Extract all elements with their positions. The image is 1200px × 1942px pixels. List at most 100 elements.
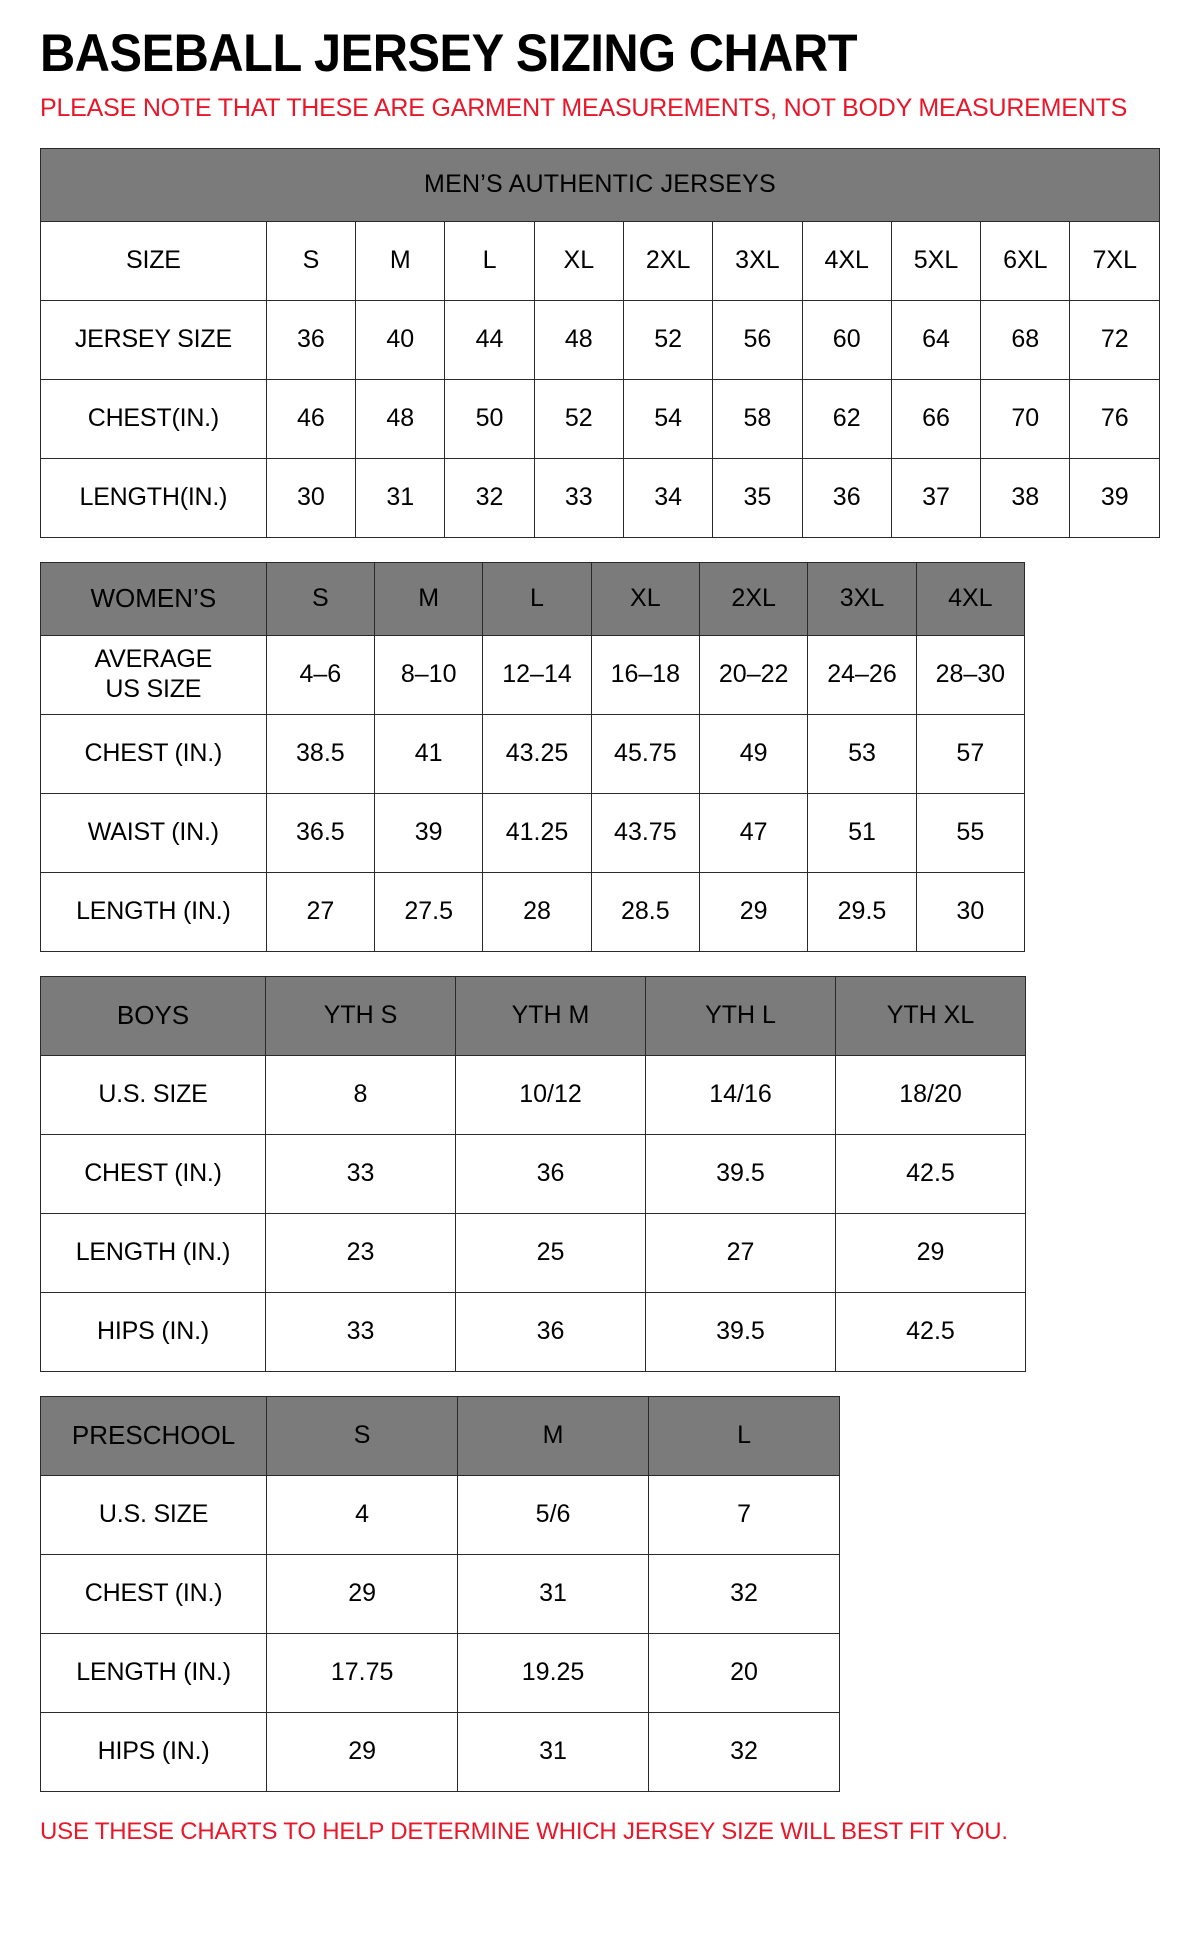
mens-length-l: 32 [444,457,535,538]
mens-length-4xl: 36 [801,457,892,538]
table-row: SIZE S M L XL 2XL 3XL 4XL 5XL 6XL 7XL [40,220,1160,301]
womens-length-xl: 28.5 [590,871,701,952]
table-row: WAIST (IN.) 36.5 39 41.25 43.75 47 51 55 [40,792,1026,873]
womens-waist-m: 39 [374,792,484,873]
mens-chest-s: 46 [265,378,357,459]
womens-chest-l: 43.25 [482,713,592,794]
table-row: U.S. SIZE 4 5/6 7 [39,1474,840,1555]
boys-us-size-yth-s: 8 [265,1054,456,1135]
table-row: JERSEY SIZE 36 40 44 48 52 56 60 64 68 7… [40,299,1160,380]
boys-us-size-yth-l: 14/16 [645,1054,836,1135]
mens-length-7xl: 39 [1069,457,1160,538]
womens-us-size-s: 4–6 [265,634,376,715]
mens-chest-5xl: 66 [890,378,982,459]
womens-us-size-2xl: 20–22 [698,634,809,715]
womens-size-m: M [374,561,484,636]
table-row: LENGTH(IN.) 30 31 32 33 34 35 36 37 38 3… [40,457,1160,538]
mens-jersey-size-3xl: 56 [712,299,803,380]
womens-chest-2xl: 49 [698,713,809,794]
womens-us-size-m: 8–10 [374,634,484,715]
preschool-corner-label: PRESCHOOL [39,1395,268,1476]
boys-row-label-length: LENGTH (IN.) [40,1212,266,1293]
womens-corner-label: WOMEN’S [40,561,267,636]
table-row: CHEST (IN.) 33 36 39.5 42.5 [40,1133,1026,1214]
preschool-us-size-s: 4 [266,1474,459,1555]
mens-jersey-size-6xl: 68 [980,299,1071,380]
womens-waist-2xl: 47 [698,792,809,873]
preschool-us-size-l: 7 [648,1474,840,1555]
mens-chest-6xl: 70 [980,378,1071,459]
preschool-size-s: S [266,1395,459,1476]
mens-size-5xl: 5XL [890,220,982,301]
mens-chest-2xl: 54 [622,378,714,459]
mens-row-label-chest: CHEST(IN.) [40,378,267,459]
womens-jerseys-table: WOMEN’S S M L XL 2XL 3XL 4XL AVERAGE US S… [40,561,1026,952]
mens-size-s: S [265,220,357,301]
boys-hips-yth-m: 36 [455,1291,646,1372]
womens-size-s: S [265,561,376,636]
womens-chest-3xl: 53 [807,713,917,794]
boys-size-yth-m: YTH M [455,975,646,1056]
mens-jersey-size-7xl: 72 [1069,299,1160,380]
preschool-row-label-us-size: U.S. SIZE [39,1474,268,1555]
preschool-chest-m: 31 [457,1553,650,1634]
boys-chest-yth-s: 33 [265,1133,456,1214]
womens-waist-l: 41.25 [482,792,592,873]
womens-size-l: L [482,561,592,636]
mens-jersey-size-m: 40 [355,299,446,380]
womens-row-label-length: LENGTH (IN.) [40,871,267,952]
boys-chest-yth-m: 36 [455,1133,646,1214]
boys-jerseys-table: BOYS YTH S YTH M YTH L YTH XL U.S. SIZE … [40,975,1026,1372]
boys-size-yth-s: YTH S [265,975,456,1056]
mens-size-3xl: 3XL [712,220,803,301]
womens-waist-3xl: 51 [807,792,917,873]
preschool-hips-m: 31 [457,1711,650,1792]
womens-chest-4xl: 57 [915,713,1026,794]
preschool-jerseys-table: PRESCHOOL S M L U.S. SIZE 4 5/6 7 CHEST … [39,1395,840,1792]
mens-length-6xl: 38 [980,457,1071,538]
preschool-row-label-chest: CHEST (IN.) [39,1553,268,1634]
preschool-length-l: 20 [648,1632,840,1713]
womens-us-size-xl: 16–18 [590,634,701,715]
preschool-length-s: 17.75 [266,1632,459,1713]
womens-us-size-l: 12–14 [482,634,592,715]
mens-size-m: M [355,220,446,301]
table-banner-row: MEN’S AUTHENTIC JERSEYS [40,147,1160,222]
mens-jersey-size-xl: 48 [533,299,624,380]
boys-size-yth-l: YTH L [645,975,836,1056]
table-row: LENGTH (IN.) 23 25 27 29 [40,1212,1026,1293]
womens-size-4xl: 4XL [915,561,1026,636]
mens-length-2xl: 34 [622,457,714,538]
womens-chest-xl: 45.75 [590,713,701,794]
table-row: AVERAGE US SIZE 4–6 8–10 12–14 16–18 20–2… [40,634,1026,715]
mens-chest-7xl: 76 [1069,378,1160,459]
mens-corner-label: SIZE [40,220,267,301]
boys-row-label-us-size: U.S. SIZE [40,1054,266,1135]
boys-size-yth-xl: YTH XL [835,975,1026,1056]
mens-length-3xl: 35 [712,457,803,538]
boys-chest-yth-l: 39.5 [645,1133,836,1214]
mens-size-7xl: 7XL [1069,220,1160,301]
womens-length-l: 28 [482,871,592,952]
mens-size-4xl: 4XL [801,220,892,301]
boys-chest-yth-xl: 42.5 [835,1133,1026,1214]
womens-waist-xl: 43.75 [590,792,701,873]
table-row: CHEST (IN.) 29 31 32 [39,1553,840,1634]
mens-row-label-jersey-size: JERSEY SIZE [40,299,267,380]
garment-measurement-note: PLEASE NOTE THAT THESE ARE GARMENT MEASU… [40,93,1128,122]
womens-size-xl: XL [590,561,701,636]
table-row: HIPS (IN.) 33 36 39.5 42.5 [40,1291,1026,1372]
preschool-size-m: M [457,1395,650,1476]
table-row: LENGTH (IN.) 17.75 19.25 20 [39,1632,840,1713]
womens-waist-s: 36.5 [265,792,376,873]
womens-length-m: 27.5 [374,871,484,952]
mens-length-xl: 33 [533,457,624,538]
label-line-2: US SIZE [105,674,202,703]
mens-chest-3xl: 58 [712,378,803,459]
mens-chest-xl: 52 [533,378,624,459]
preschool-row-label-hips: HIPS (IN.) [39,1711,268,1792]
mens-row-label-length: LENGTH(IN.) [40,457,267,538]
table-row: HIPS (IN.) 29 31 32 [39,1711,840,1792]
mens-size-l: L [444,220,535,301]
mens-chest-l: 50 [444,378,535,459]
